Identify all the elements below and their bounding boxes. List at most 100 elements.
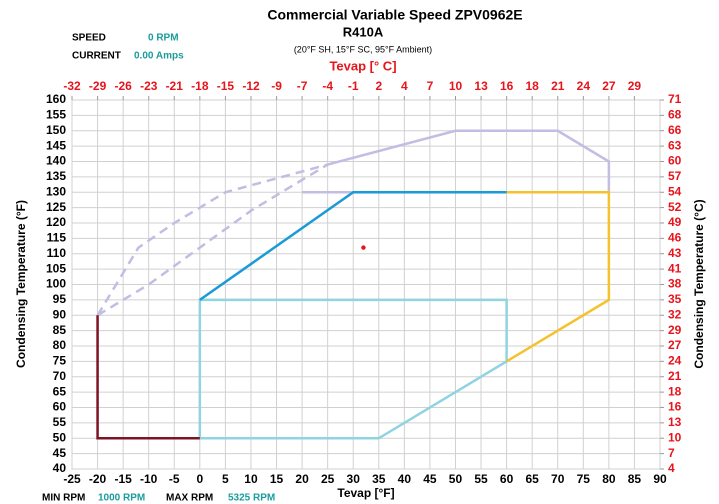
y-tick-label: 100 [46, 277, 66, 291]
y-tick-label: 65 [53, 384, 67, 398]
envelope-line [199, 191, 507, 301]
x-tick-label: 55 [474, 472, 488, 486]
y-tick-label: 120 [46, 215, 66, 229]
y-tick-label: 125 [46, 200, 66, 214]
y-tick-label: 110 [47, 246, 67, 260]
x2-tick-label: -26 [114, 79, 132, 93]
envelope-line [505, 191, 611, 363]
x-tick-label: 10 [244, 472, 258, 486]
x-tick-label: 35 [372, 472, 386, 486]
x2-tick-label: 4 [401, 79, 408, 93]
chart-title: Commercial Variable Speed ZPV0962E [267, 7, 522, 23]
x2-tick-label: -23 [140, 79, 158, 93]
x2-tick-label: -32 [63, 79, 81, 93]
y2-tick-label: 18 [668, 384, 682, 398]
envelope-line [96, 315, 200, 440]
x2-tick-label: 29 [628, 79, 642, 93]
y2-tick-label: 71 [668, 92, 682, 106]
y-tick-label: 40 [53, 461, 67, 475]
x2-tick-label: 16 [500, 79, 514, 93]
operating-point [361, 245, 366, 250]
y2-tick-label: 35 [668, 292, 682, 306]
x-tick-label: 5 [222, 472, 229, 486]
x-tick-label: 65 [525, 472, 539, 486]
y2-tick-label: 16 [668, 400, 682, 414]
y2-tick-label: 24 [668, 354, 682, 368]
x-tick-label: -10 [140, 472, 158, 486]
y-tick-label: 150 [46, 123, 66, 137]
speed-label: SPEED [72, 33, 106, 44]
y2-tick-label: 68 [668, 108, 682, 122]
y2-tick-label: 46 [668, 231, 682, 245]
x2-tick-label: -15 [217, 79, 235, 93]
y2-tick-label: 41 [668, 261, 682, 275]
y-tick-label: 145 [46, 138, 66, 152]
y2-tick-label: 10 [668, 430, 682, 444]
envelope-line [327, 129, 611, 193]
min-rpm-label: MIN RPM [42, 493, 85, 504]
x2-tick-label: 24 [577, 79, 591, 93]
y2-tick-label: 7 [668, 446, 675, 460]
current-label: CURRENT [72, 51, 121, 62]
x-tick-label: -25 [63, 472, 81, 486]
x2-tick-label: -4 [322, 79, 333, 93]
y-tick-label: 50 [53, 430, 67, 444]
y-tick-label: 55 [53, 415, 67, 429]
y2-tick-label: 57 [668, 169, 682, 183]
chart-subtitle: R410A [343, 24, 384, 39]
y-tick-label: 115 [47, 231, 67, 245]
y2-axis-label: Condensing Temperature (°C) [692, 199, 706, 368]
y2-tick-label: 13 [668, 415, 682, 429]
x2-tick-label: -12 [242, 79, 260, 93]
x-tick-label: 70 [551, 472, 565, 486]
y-tick-label: 75 [53, 354, 67, 368]
x-tick-label: 90 [653, 472, 667, 486]
y-tick-label: 80 [53, 338, 67, 352]
x-axis-label: Tevap [°F] [337, 486, 394, 500]
min-rpm-value: 1000 RPM [98, 493, 145, 504]
y2-tick-label: 63 [668, 138, 682, 152]
x2-tick-label: -7 [297, 79, 308, 93]
x-tick-label: 40 [398, 472, 412, 486]
x-tick-label: 45 [423, 472, 437, 486]
y-tick-label: 90 [53, 307, 67, 321]
x-tick-label: 85 [628, 472, 642, 486]
x2-tick-label: 10 [449, 79, 463, 93]
x-tick-label: 15 [270, 472, 284, 486]
max-rpm-value: 5325 RPM [228, 493, 275, 504]
y2-tick-label: 60 [668, 154, 682, 168]
x-tick-label: 80 [602, 472, 616, 486]
y2-tick-label: 43 [668, 246, 682, 260]
y2-tick-label: 32 [668, 307, 682, 321]
x2-tick-label: 2 [375, 79, 382, 93]
y-tick-label: 130 [46, 184, 66, 198]
y-tick-label: 70 [53, 369, 67, 383]
x-tick-label: 75 [577, 472, 591, 486]
y-axis-label: Condensing Temperature (°F) [14, 200, 28, 368]
x-tick-label: -5 [169, 472, 180, 486]
y-tick-label: 85 [53, 323, 67, 337]
x-tick-label: -20 [89, 472, 107, 486]
x2-tick-label: -1 [348, 79, 359, 93]
y2-tick-label: 54 [668, 184, 682, 198]
speed-value: 0 RPM [148, 33, 179, 44]
x2-tick-label: -21 [166, 79, 184, 93]
x2-axis-label: Tevap [° C] [329, 58, 396, 73]
y2-tick-label: 21 [668, 369, 682, 383]
x2-tick-label: 13 [474, 79, 488, 93]
x2-tick-label: -9 [271, 79, 282, 93]
y-tick-label: 160 [46, 92, 66, 106]
y2-tick-label: 4 [668, 461, 675, 475]
envelope-line [96, 163, 329, 317]
y2-tick-label: 52 [668, 200, 682, 214]
x2-tick-label: 27 [602, 79, 616, 93]
y2-tick-label: 27 [668, 338, 682, 352]
y2-tick-label: 49 [668, 215, 682, 229]
x2-tick-label: -29 [89, 79, 107, 93]
current-value: 0.00 Amps [134, 51, 184, 62]
x-tick-label: 60 [500, 472, 514, 486]
x2-tick-label: -18 [191, 79, 209, 93]
y2-tick-label: 38 [668, 277, 682, 291]
y-tick-label: 60 [53, 400, 67, 414]
